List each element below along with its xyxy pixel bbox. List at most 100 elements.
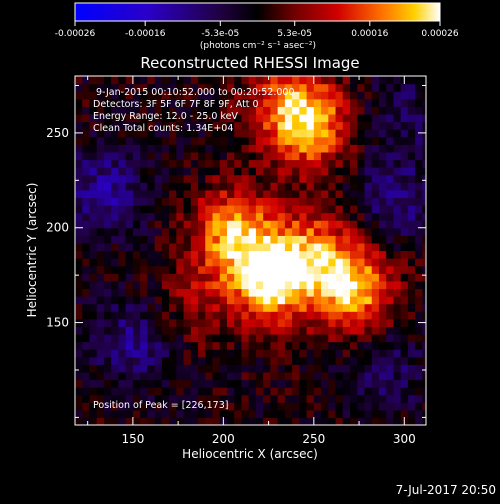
heatmap-cell bbox=[378, 303, 387, 312]
heatmap-cell bbox=[277, 144, 286, 153]
heatmap-cell bbox=[176, 394, 185, 403]
heatmap-cell bbox=[226, 144, 235, 153]
heatmap-cell bbox=[255, 296, 264, 305]
heatmap-cell bbox=[284, 83, 293, 92]
heatmap-cell bbox=[393, 113, 402, 123]
heatmap-cell bbox=[212, 106, 221, 115]
heatmap-cell bbox=[328, 129, 337, 138]
heatmap-cell bbox=[255, 280, 264, 290]
heatmap-cell bbox=[386, 326, 395, 335]
heatmap-cell bbox=[125, 379, 134, 388]
heatmap-cell bbox=[103, 371, 112, 381]
heatmap-cell bbox=[154, 182, 163, 191]
heatmap-cell bbox=[284, 167, 293, 176]
heatmap-cell bbox=[386, 296, 395, 305]
heatmap-cell bbox=[335, 356, 344, 365]
heatmap-cell bbox=[248, 121, 257, 130]
heatmap-cell bbox=[212, 220, 221, 229]
heatmap-cell bbox=[140, 159, 148, 168]
heatmap-cell bbox=[292, 197, 300, 206]
heatmap-cell bbox=[422, 349, 426, 358]
heatmap-cell bbox=[125, 387, 134, 396]
heatmap-cell bbox=[111, 151, 120, 161]
heatmap-cell bbox=[82, 326, 91, 335]
heatmap-cell bbox=[350, 341, 358, 350]
heatmap-cell bbox=[226, 258, 235, 267]
heatmap-cell bbox=[292, 349, 300, 358]
y-tick-label: 150 bbox=[46, 316, 69, 330]
heatmap-cell bbox=[183, 174, 192, 183]
heatmap-cell bbox=[378, 349, 387, 358]
heatmap-cell bbox=[96, 318, 105, 327]
heatmap-cell bbox=[350, 364, 358, 373]
heatmap-cell bbox=[219, 387, 228, 396]
heatmap-cell bbox=[371, 227, 380, 236]
heatmap-cell bbox=[75, 113, 83, 123]
heatmap-cell bbox=[219, 356, 228, 365]
heatmap-cell bbox=[342, 167, 351, 176]
heatmap-cell bbox=[422, 204, 426, 214]
heatmap-cell bbox=[176, 356, 185, 365]
heatmap-cell bbox=[183, 265, 192, 274]
heatmap-cell bbox=[111, 394, 120, 403]
heatmap-cell bbox=[270, 318, 279, 327]
heatmap-cell bbox=[75, 159, 83, 168]
heatmap-cell bbox=[335, 113, 344, 123]
heatmap-cell bbox=[147, 379, 156, 388]
heatmap-cell bbox=[140, 76, 148, 85]
heatmap-cell bbox=[161, 250, 170, 259]
heatmap-cell bbox=[147, 189, 156, 198]
heatmap-cell bbox=[255, 303, 264, 312]
heatmap-cell bbox=[393, 356, 402, 365]
heatmap-cell bbox=[371, 417, 380, 425]
heatmap-cell bbox=[335, 402, 344, 411]
heatmap-cell bbox=[415, 394, 423, 403]
heatmap-cell bbox=[103, 402, 112, 411]
heatmap-cell bbox=[248, 379, 257, 388]
heatmap-cell bbox=[386, 349, 395, 358]
heatmap-cell bbox=[306, 341, 315, 350]
heatmap-cell bbox=[205, 235, 214, 244]
heatmap-cell bbox=[415, 265, 423, 274]
heatmap-cell bbox=[407, 83, 416, 92]
heatmap-cell bbox=[357, 409, 366, 419]
heatmap-cell bbox=[255, 417, 264, 425]
heatmap-cell bbox=[234, 341, 243, 350]
heatmap-cell bbox=[140, 341, 148, 350]
heatmap-cell bbox=[364, 242, 373, 252]
heatmap-cell bbox=[234, 402, 243, 411]
heatmap-cell bbox=[248, 303, 257, 312]
heatmap-cell bbox=[357, 106, 366, 115]
heatmap-cell bbox=[169, 220, 177, 229]
heatmap-cell bbox=[219, 151, 228, 161]
heatmap-cell bbox=[292, 167, 300, 176]
heatmap-cell bbox=[350, 98, 358, 107]
heatmap-cell bbox=[161, 265, 170, 274]
heatmap-cell bbox=[277, 235, 286, 244]
heatmap-cell bbox=[270, 349, 279, 358]
heatmap-cell bbox=[111, 318, 120, 327]
heatmap-cell bbox=[111, 341, 120, 350]
heatmap-cell bbox=[103, 159, 112, 168]
heatmap-cell bbox=[96, 151, 105, 161]
heatmap-cell bbox=[125, 417, 134, 425]
heatmap-cell bbox=[82, 333, 91, 343]
heatmap-cell bbox=[422, 159, 426, 168]
heatmap-cell bbox=[169, 113, 177, 123]
heatmap-cell bbox=[125, 288, 134, 297]
heatmap-cell bbox=[386, 417, 395, 425]
heatmap-cell bbox=[125, 296, 134, 305]
heatmap-cell bbox=[176, 182, 185, 191]
heatmap-cell bbox=[357, 189, 366, 198]
heatmap-cell bbox=[183, 379, 192, 388]
heatmap-cell bbox=[284, 409, 293, 419]
heatmap-cell bbox=[226, 76, 235, 85]
heatmap-cell bbox=[400, 364, 409, 373]
heatmap-cell bbox=[255, 318, 264, 327]
heatmap-cell bbox=[357, 326, 366, 335]
heatmap-cell bbox=[125, 113, 134, 123]
heatmap-cell bbox=[96, 265, 105, 274]
heatmap-cell bbox=[284, 273, 293, 282]
heatmap-cell bbox=[342, 121, 351, 130]
heatmap-cell bbox=[212, 144, 221, 153]
